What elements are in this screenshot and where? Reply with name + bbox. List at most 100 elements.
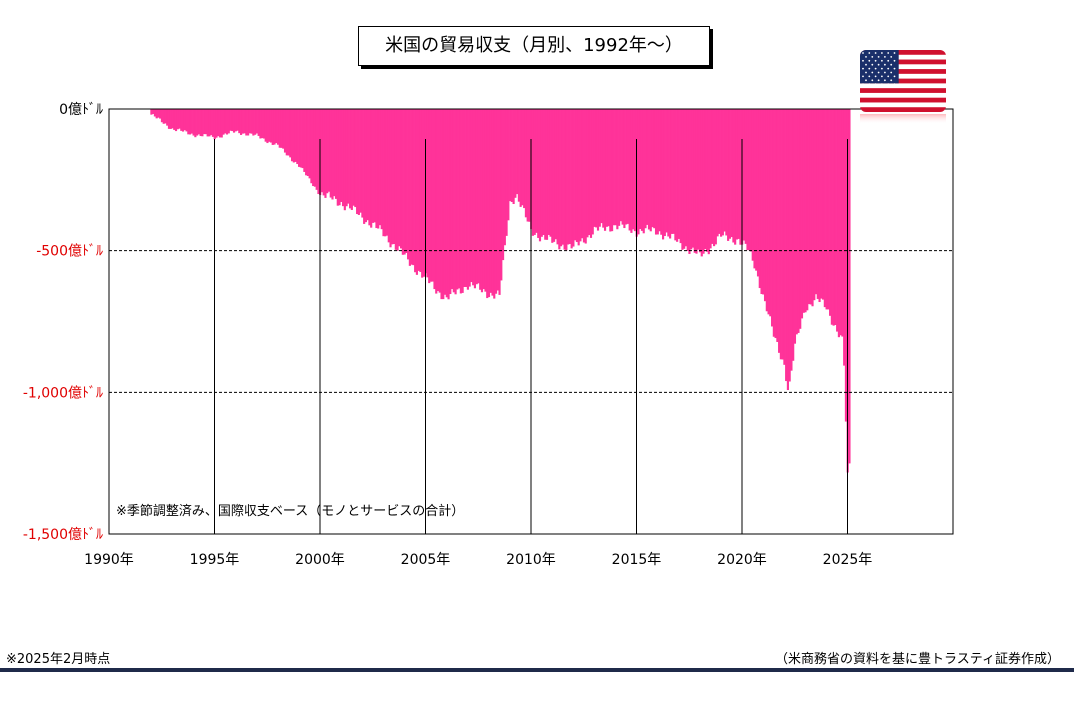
bar — [329, 109, 332, 198]
bar — [450, 109, 454, 290]
bar — [607, 109, 610, 227]
bar — [189, 109, 192, 135]
bar — [772, 109, 775, 337]
bar — [595, 109, 598, 228]
bottom-divider — [0, 668, 1074, 672]
bar — [758, 109, 761, 289]
bar — [382, 109, 385, 237]
bar — [691, 109, 695, 248]
bar — [333, 109, 336, 197]
bar — [544, 109, 547, 240]
bar — [354, 109, 357, 208]
bar — [359, 109, 362, 213]
bar — [426, 109, 429, 278]
bar — [702, 109, 705, 254]
bar — [361, 109, 364, 218]
bar — [252, 109, 255, 136]
bar — [639, 109, 642, 230]
bar — [737, 109, 740, 239]
chart-annotation: ※季節調整済み、国際収支ベース（モノとサービスの合計） — [116, 503, 464, 519]
bar — [468, 109, 471, 287]
bar — [612, 109, 615, 226]
bar — [711, 109, 714, 244]
bar — [433, 109, 436, 290]
x-tick-label: 1995年 — [190, 552, 240, 568]
bar — [222, 109, 225, 135]
bar — [762, 109, 765, 295]
bar — [744, 109, 747, 244]
x-tick-label: 2000年 — [295, 552, 345, 568]
bar — [294, 109, 297, 162]
bar — [482, 109, 485, 290]
bar — [753, 109, 756, 269]
bar — [732, 109, 735, 243]
bar — [633, 109, 637, 232]
bar — [697, 109, 700, 250]
bar — [203, 109, 206, 135]
bar — [535, 109, 538, 233]
bar — [183, 109, 186, 131]
bar — [473, 109, 477, 289]
bar — [686, 109, 689, 251]
bar — [338, 109, 341, 206]
bar — [313, 109, 317, 187]
bar — [503, 109, 506, 246]
bar — [320, 109, 324, 193]
bar — [827, 109, 830, 310]
bar — [271, 109, 274, 145]
bar — [848, 109, 851, 464]
bar — [654, 109, 658, 235]
bar — [187, 109, 190, 135]
bar — [822, 109, 825, 300]
bar — [793, 109, 797, 344]
bar — [778, 109, 781, 353]
bar — [695, 109, 698, 254]
bar — [572, 109, 575, 247]
bar — [804, 109, 807, 313]
bar — [306, 109, 309, 177]
bar — [514, 109, 517, 198]
bar — [155, 109, 158, 119]
bar — [343, 109, 346, 211]
bar — [257, 109, 260, 136]
bar — [261, 109, 264, 139]
bar — [150, 109, 153, 115]
bar — [818, 109, 821, 303]
bar — [677, 109, 680, 239]
bar — [563, 109, 566, 250]
bar — [830, 109, 833, 325]
bar — [653, 109, 656, 229]
bar — [496, 109, 499, 291]
bar — [232, 109, 236, 133]
bar — [579, 109, 582, 242]
bar — [598, 109, 601, 227]
bar — [463, 109, 466, 287]
bar — [377, 109, 380, 229]
x-tick-label: 2010年 — [506, 552, 556, 568]
bar — [480, 109, 484, 293]
bar — [600, 109, 603, 224]
bar — [486, 109, 489, 299]
x-tick-label: 2015年 — [612, 552, 662, 568]
bar — [834, 109, 837, 326]
bar — [255, 109, 258, 134]
bar — [283, 109, 287, 153]
bar — [832, 109, 835, 326]
bar — [542, 109, 545, 236]
bar — [721, 109, 724, 236]
bar — [704, 109, 707, 250]
bar — [443, 109, 447, 295]
bar — [494, 109, 498, 294]
bar — [749, 109, 753, 252]
bar — [157, 109, 160, 118]
bar — [841, 109, 844, 337]
bar — [829, 109, 832, 316]
bar — [169, 109, 172, 129]
bar — [213, 109, 216, 140]
bar — [619, 109, 622, 222]
bar — [825, 109, 828, 310]
bar — [238, 109, 241, 134]
y-tick-label: -1,000億ﾄﾞﾙ — [23, 385, 103, 401]
bar — [298, 109, 301, 167]
bar — [167, 109, 171, 129]
